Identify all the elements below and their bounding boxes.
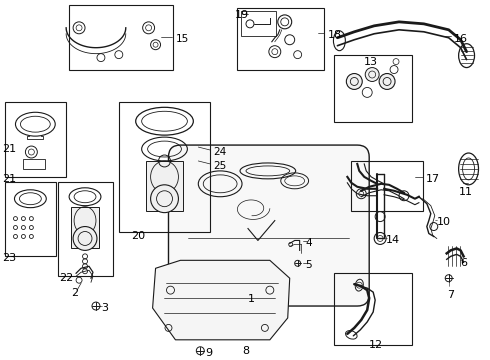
Bar — [58, 182, 113, 276]
Circle shape — [346, 73, 362, 89]
Bar — [237, 8, 324, 69]
Bar — [241, 11, 276, 36]
Text: 22: 22 — [59, 273, 74, 283]
Bar — [334, 273, 412, 345]
Polygon shape — [152, 260, 290, 340]
Bar — [4, 102, 66, 177]
Circle shape — [365, 68, 379, 81]
Circle shape — [73, 226, 97, 251]
Bar — [69, 5, 173, 69]
Text: 15: 15 — [175, 34, 189, 44]
Text: 9: 9 — [205, 348, 212, 358]
Text: 14: 14 — [386, 235, 400, 246]
Text: 5: 5 — [306, 260, 312, 270]
Circle shape — [379, 73, 395, 89]
Text: 11: 11 — [459, 187, 473, 197]
Bar — [24, 159, 45, 169]
Text: 21: 21 — [2, 144, 17, 154]
Bar — [71, 207, 99, 248]
Text: 16: 16 — [454, 34, 467, 44]
Bar — [351, 161, 423, 211]
Text: 19: 19 — [235, 10, 249, 20]
Text: 3: 3 — [101, 303, 108, 313]
Text: 25: 25 — [213, 161, 226, 171]
Text: 24: 24 — [213, 147, 226, 157]
Text: 1: 1 — [248, 294, 255, 304]
Text: 12: 12 — [369, 340, 383, 350]
Text: 17: 17 — [426, 174, 440, 184]
Circle shape — [150, 185, 178, 213]
Text: 18: 18 — [327, 30, 342, 40]
Bar — [334, 55, 412, 122]
Text: 2: 2 — [71, 288, 78, 298]
Text: 23: 23 — [2, 253, 17, 264]
Text: 20: 20 — [131, 230, 145, 240]
FancyBboxPatch shape — [169, 145, 369, 306]
Bar — [4, 182, 56, 256]
Text: 4: 4 — [306, 238, 312, 248]
Bar — [119, 102, 210, 231]
Text: 21: 21 — [2, 174, 17, 184]
Text: 7: 7 — [447, 290, 454, 300]
Bar — [146, 161, 183, 211]
Text: 8: 8 — [242, 346, 249, 356]
Text: 13: 13 — [364, 57, 378, 67]
Text: 6: 6 — [461, 258, 467, 268]
Text: 10: 10 — [437, 217, 451, 226]
